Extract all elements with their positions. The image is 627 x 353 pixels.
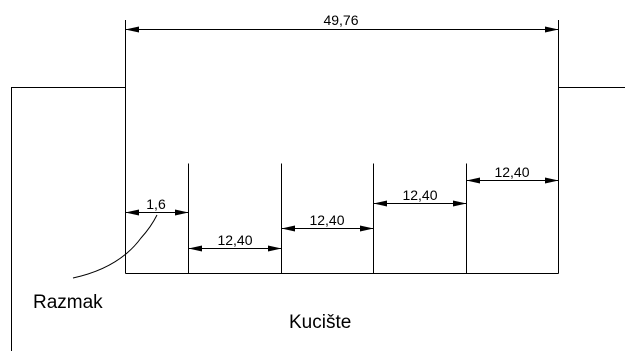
slot-3-dimension-arrow-left [374,201,388,207]
slot-2-dimension-arrow-left [282,226,296,232]
housing-label: Kucište [289,312,351,333]
slot-4-dimension-label: 12,40 [494,164,529,180]
gap-leader-line [73,215,157,278]
slot-3-dimension-arrow-right [453,201,467,207]
slot-3-dimension-label: 12,40 [402,187,437,203]
slot-2-dimension-arrow-right [360,226,374,232]
gap-dimension-label: 1,6 [146,196,166,212]
gap-dimension-arrow-left [126,210,140,216]
overall-dimension-label: 49,76 [323,12,358,28]
overall-dimension-arrow-right [545,27,559,33]
slot-2-dimension-label: 12,40 [309,212,344,228]
slot-4-dimension-arrow-right [545,178,559,184]
slot-1-dimension-arrow-right [268,246,282,252]
slot-1-dimension-arrow-left [189,246,203,252]
slot-4-dimension-arrow-left [467,178,481,184]
overall-dimension-arrow-left [126,27,140,33]
gap-dimension-arrow-right [175,210,189,216]
gap-leader-label: Razmak [33,292,103,313]
slot-1-dimension-label: 12,40 [217,232,252,248]
